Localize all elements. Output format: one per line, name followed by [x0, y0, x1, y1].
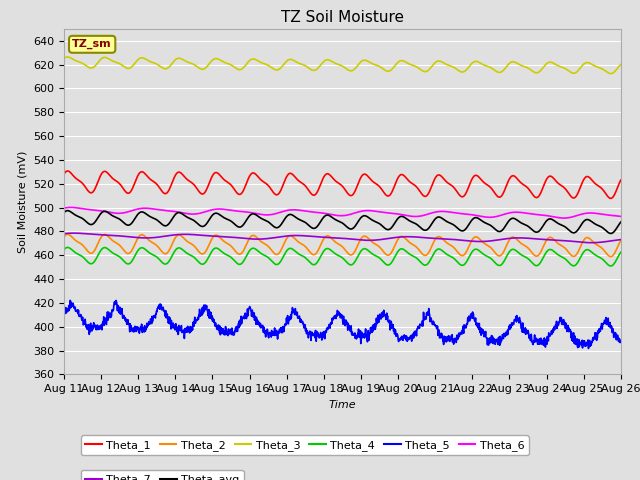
Theta_avg [617, 219, 625, 225]
Theta_avg [308, 225, 316, 231]
Theta_3 [378, 65, 385, 71]
Theta_2 [617, 238, 625, 243]
Text: TZ_sm: TZ_sm [72, 39, 112, 49]
Theta_6 [318, 210, 326, 216]
Y-axis label: Soil Moisture (mV): Soil Moisture (mV) [17, 150, 28, 253]
Theta_7 [318, 234, 326, 240]
Theta_7 [126, 234, 134, 240]
Theta_5 [104, 309, 111, 315]
Theta_7 [60, 231, 68, 237]
Theta_5 [297, 316, 305, 322]
Theta_2 [60, 234, 68, 240]
Theta_1 [104, 170, 111, 176]
Theta_5 [318, 335, 326, 340]
Theta_avg [318, 216, 326, 222]
Line: Theta_5: Theta_5 [64, 300, 621, 348]
Theta_avg [63, 208, 71, 214]
Theta_2 [64, 231, 72, 237]
Theta_6 [60, 205, 68, 211]
Theta_7 [617, 237, 625, 242]
Theta_5 [378, 316, 385, 322]
Theta_4 [607, 263, 614, 269]
Theta_2 [126, 250, 134, 255]
Line: Theta_avg: Theta_avg [64, 211, 621, 233]
Theta_1 [126, 189, 134, 195]
Theta_1 [607, 195, 614, 201]
Theta_5 [585, 346, 593, 351]
Theta_6 [104, 209, 111, 215]
Theta_7 [588, 240, 595, 246]
Line: Theta_6: Theta_6 [64, 207, 621, 218]
Theta_5 [67, 298, 74, 303]
Theta_4 [318, 251, 326, 256]
Theta_6 [560, 215, 568, 221]
Line: Theta_3: Theta_3 [64, 57, 621, 73]
Theta_1 [297, 180, 305, 185]
Theta_avg [126, 222, 134, 228]
Theta_avg [60, 210, 68, 216]
Theta_7 [104, 232, 111, 238]
Legend: Theta_7, Theta_avg: Theta_7, Theta_avg [81, 470, 244, 480]
Theta_1 [378, 186, 385, 192]
Theta_6 [308, 209, 316, 215]
Theta_3 [64, 54, 72, 60]
Theta_6 [297, 207, 305, 213]
Line: Theta_1: Theta_1 [64, 171, 621, 198]
Theta_2 [318, 239, 326, 245]
Theta_4 [104, 246, 111, 252]
Theta_7 [308, 233, 316, 239]
Theta_4 [126, 260, 134, 266]
Theta_6 [126, 208, 134, 214]
Title: TZ Soil Moisture: TZ Soil Moisture [281, 10, 404, 25]
Theta_1 [318, 178, 326, 183]
Theta_4 [64, 244, 72, 250]
Theta_1 [617, 177, 625, 183]
Theta_4 [60, 247, 68, 252]
Theta_6 [67, 204, 74, 210]
Theta_2 [308, 251, 316, 257]
Theta_2 [104, 233, 111, 239]
Theta_avg [104, 209, 111, 215]
Line: Theta_7: Theta_7 [64, 233, 621, 243]
Theta_2 [378, 246, 385, 252]
Theta_7 [297, 233, 305, 239]
Theta_1 [308, 192, 316, 197]
Theta_avg [378, 222, 385, 228]
Theta_4 [308, 261, 316, 267]
Theta_3 [617, 61, 625, 67]
Theta_6 [617, 214, 625, 219]
Theta_3 [60, 56, 68, 61]
Theta_3 [318, 60, 326, 66]
Theta_1 [60, 171, 68, 177]
Theta_3 [308, 67, 316, 73]
Theta_7 [378, 237, 385, 242]
Theta_3 [297, 61, 305, 67]
Theta_4 [297, 252, 305, 258]
Theta_5 [308, 330, 316, 336]
Theta_5 [126, 321, 134, 326]
Theta_4 [378, 257, 385, 263]
Theta_4 [617, 249, 625, 255]
Line: Theta_4: Theta_4 [64, 247, 621, 266]
Theta_5 [617, 339, 625, 345]
Theta_3 [607, 71, 614, 76]
Line: Theta_2: Theta_2 [64, 234, 621, 257]
Theta_2 [297, 240, 305, 246]
Theta_2 [607, 254, 614, 260]
Theta_3 [104, 55, 111, 61]
Theta_6 [378, 209, 385, 215]
Theta_avg [607, 230, 614, 236]
Theta_avg [297, 217, 305, 223]
Theta_3 [126, 65, 134, 71]
Theta_1 [64, 168, 72, 174]
Theta_7 [70, 230, 77, 236]
X-axis label: Time: Time [328, 400, 356, 409]
Theta_5 [60, 310, 68, 316]
